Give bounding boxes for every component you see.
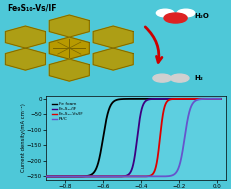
Y-axis label: Current density(mA cm⁻²): Current density(mA cm⁻²) (21, 104, 25, 172)
Text: H₂O: H₂O (194, 13, 209, 19)
Text: H₂: H₂ (194, 75, 203, 81)
Circle shape (153, 74, 171, 82)
Polygon shape (49, 37, 89, 59)
Polygon shape (93, 26, 133, 48)
Polygon shape (49, 59, 89, 81)
Circle shape (156, 9, 174, 17)
FancyArrowPatch shape (145, 27, 162, 62)
Polygon shape (93, 48, 133, 70)
Polygon shape (5, 26, 46, 48)
Circle shape (177, 9, 195, 17)
Legend: Fe foam, Fe₉S₁₀/IF, Fe₉S₁₀-Vs/IF, Pt/C: Fe foam, Fe₉S₁₀/IF, Fe₉S₁₀-Vs/IF, Pt/C (50, 100, 85, 123)
Circle shape (170, 74, 189, 82)
Text: Fe₉S₁₀-Vs/IF: Fe₉S₁₀-Vs/IF (7, 3, 56, 12)
Polygon shape (49, 15, 89, 37)
Polygon shape (5, 48, 46, 70)
Circle shape (164, 13, 187, 23)
